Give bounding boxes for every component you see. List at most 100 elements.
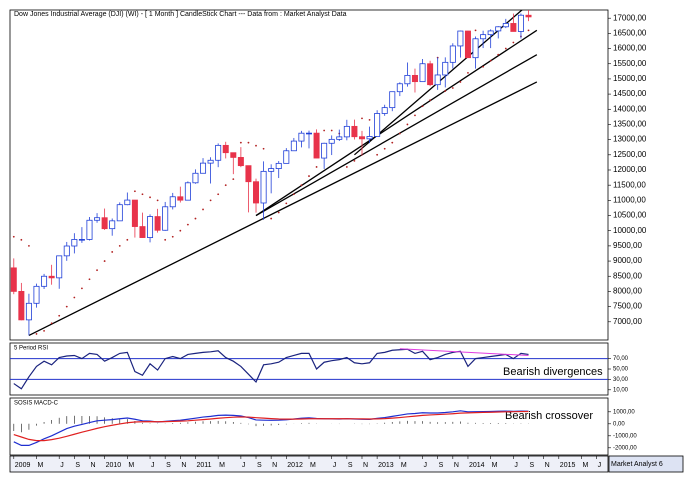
x-tick-label: J xyxy=(60,462,64,469)
candle-body xyxy=(116,204,123,222)
rsi-line xyxy=(13,348,529,390)
x-tick-label: S xyxy=(75,462,80,469)
x-tick-label: J xyxy=(333,462,337,469)
y-tick-label: 12500,00 xyxy=(613,150,647,159)
x-tick-label: 2012 xyxy=(287,462,303,469)
y-tick-label: 10500,00 xyxy=(613,211,647,220)
candle-body xyxy=(78,239,85,241)
sar-dot xyxy=(81,287,83,290)
candle-body xyxy=(94,217,101,221)
candle-body xyxy=(411,74,418,83)
candle-body xyxy=(442,61,449,76)
candle-body xyxy=(381,107,388,114)
x-tick-label: N xyxy=(272,462,277,469)
sar-dot xyxy=(141,193,144,196)
sar-dot xyxy=(111,251,114,253)
candle-body xyxy=(63,245,70,257)
sar-dot xyxy=(376,153,379,156)
x-tick-label: N xyxy=(363,462,368,469)
x-tick-label: M xyxy=(492,462,498,469)
sar-dot xyxy=(50,322,53,325)
candle-body xyxy=(502,23,509,28)
sar-dot xyxy=(28,244,30,247)
y-tick-label: 8000,00 xyxy=(613,287,642,296)
candle-body xyxy=(389,91,396,109)
candle-body xyxy=(328,138,335,144)
sar-dot xyxy=(43,329,45,332)
sar-dot xyxy=(35,333,38,335)
sar-dot xyxy=(504,47,507,50)
trend-line xyxy=(28,81,538,337)
sar-dot xyxy=(103,260,106,262)
footer: Market Analyst 6 xyxy=(611,461,663,468)
y-tick-label: 70,00 xyxy=(613,356,629,362)
y-tick-label: 7500,00 xyxy=(613,302,642,311)
x-tick-label: 2011 xyxy=(196,462,211,469)
candle-body xyxy=(162,206,169,231)
y-tick-label: 10,00 xyxy=(613,387,629,393)
candle-body xyxy=(33,285,40,304)
y-tick-label: 13000,00 xyxy=(613,135,647,144)
sar-dot xyxy=(224,184,227,187)
candle-body xyxy=(25,302,32,321)
y-tick-label: 14500,00 xyxy=(613,89,647,98)
sar-dot xyxy=(285,202,288,205)
y-tick-label: 9000,00 xyxy=(613,256,642,265)
sar-dot xyxy=(353,159,356,162)
candle-body xyxy=(449,45,456,63)
sar-dot xyxy=(270,217,273,220)
macd-title: SOSIS MACD-C xyxy=(14,401,59,407)
x-tick-label: N xyxy=(454,462,459,469)
x-tick-label: M xyxy=(310,462,316,469)
sar-dot xyxy=(444,90,447,92)
candle-body xyxy=(434,74,441,86)
candle-body xyxy=(472,38,479,59)
sar-dot xyxy=(391,141,394,144)
sar-dot xyxy=(292,193,295,196)
y-tick-label: 13500,00 xyxy=(613,120,647,129)
sar-dot xyxy=(96,269,98,272)
candle-body xyxy=(109,220,116,230)
candle-body xyxy=(298,132,305,142)
sar-dot xyxy=(232,178,235,180)
sar-dot xyxy=(20,238,23,241)
sar-dot xyxy=(118,244,121,247)
sar-dot xyxy=(194,217,197,220)
sar-dot xyxy=(12,235,15,238)
panel-frame xyxy=(9,397,609,456)
sar-dot xyxy=(429,99,432,102)
candle-body xyxy=(480,34,487,40)
sar-dot xyxy=(330,129,333,132)
sar-dot xyxy=(451,87,454,89)
y-tick-label: 14000,00 xyxy=(613,104,647,113)
annotation: Bearish crossover xyxy=(505,410,593,422)
x-tick-label: J xyxy=(424,462,428,469)
sar-dot xyxy=(421,105,424,108)
y-tick-label: 10000,00 xyxy=(613,226,647,235)
candle-body xyxy=(200,162,207,174)
sar-dot xyxy=(133,190,136,193)
x-tick-label: 2009 xyxy=(15,462,31,469)
candle-body xyxy=(131,199,138,227)
sar-dot xyxy=(459,81,462,83)
x-tick-label: S xyxy=(348,462,353,469)
sar-dot xyxy=(202,208,204,211)
candle-body xyxy=(366,136,373,140)
candle-body xyxy=(101,217,108,230)
candle-body xyxy=(275,162,282,169)
sar-dot xyxy=(58,314,61,317)
y-tick-label: 7000,00 xyxy=(613,317,642,326)
candle-body xyxy=(290,140,297,152)
chart-title: Dow Jones Industrial Average (DJI) (WI) … xyxy=(14,11,347,18)
x-tick-label: 2015 xyxy=(560,462,576,469)
candle-body xyxy=(154,216,161,231)
sar-dot xyxy=(186,223,189,226)
x-tick-label: S xyxy=(257,462,262,469)
sar-dot xyxy=(467,71,469,74)
y-tick-label: 15000,00 xyxy=(613,74,647,83)
x-tick-label: M xyxy=(583,462,589,469)
sar-dot xyxy=(179,229,182,232)
candle-body xyxy=(10,267,17,292)
